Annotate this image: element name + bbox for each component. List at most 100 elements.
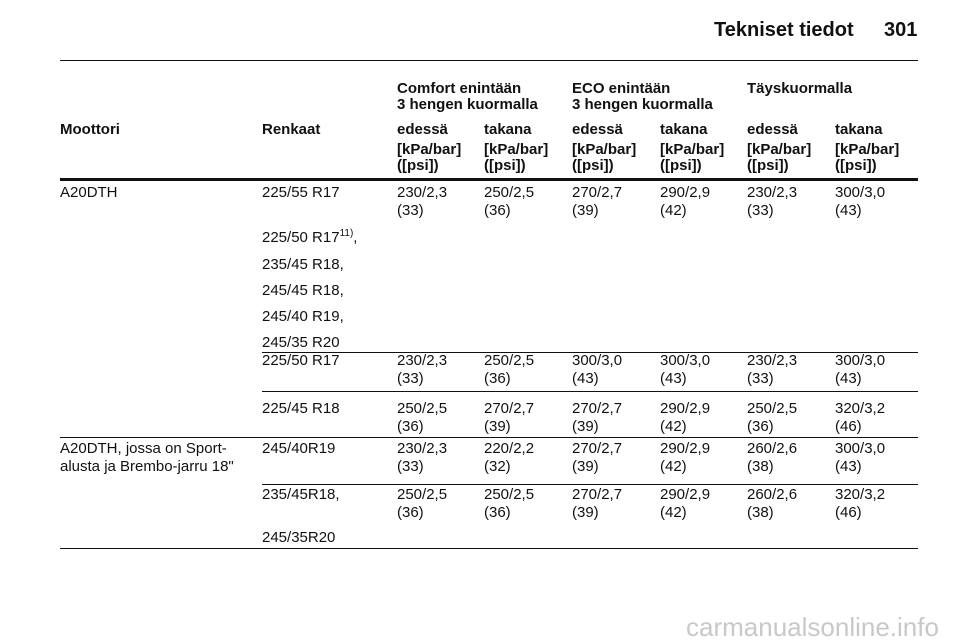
unit: [kPa/bar] xyxy=(660,141,725,158)
group-header: 3 hengen kuormalla xyxy=(397,96,538,113)
column-header: takana xyxy=(484,121,532,138)
pressure: (36) xyxy=(397,504,424,521)
pressure: 290/2,9 xyxy=(660,440,711,457)
tire-size: 235/45 R18, xyxy=(262,256,344,273)
pressure: 250/2,5 xyxy=(397,400,448,417)
unit: ([psi]) xyxy=(747,157,789,174)
unit: [kPa/bar] xyxy=(572,141,637,158)
tire-size: 235/45R18, xyxy=(262,486,340,503)
pressure: 300/3,0 xyxy=(660,352,711,369)
pressure: 230/2,3 xyxy=(747,184,798,201)
pressure: 250/2,5 xyxy=(747,400,798,417)
unit: [kPa/bar] xyxy=(835,141,900,158)
pressure: (39) xyxy=(572,418,599,435)
pressure: 230/2,3 xyxy=(397,184,448,201)
column-header: edessä xyxy=(397,121,448,138)
pressure: 220/2,2 xyxy=(484,440,535,457)
pressure: 270/2,7 xyxy=(484,400,535,417)
pressure: (33) xyxy=(747,202,774,219)
tire-size: 245/35 R20 xyxy=(262,334,340,351)
column-header: edessä xyxy=(572,121,623,138)
pressure: (42) xyxy=(660,202,687,219)
rule xyxy=(262,484,918,485)
group-header: Comfort enintään xyxy=(397,80,522,97)
tire-size: 225/55 R17 xyxy=(262,184,340,201)
column-header: edessä xyxy=(747,121,798,138)
pressure: (39) xyxy=(572,504,599,521)
engine: A20DTH xyxy=(60,184,118,201)
rule xyxy=(262,352,918,353)
tire-size: 245/45 R18, xyxy=(262,282,344,299)
pressure: 260/2,6 xyxy=(747,440,798,457)
pressure: 250/2,5 xyxy=(397,486,448,503)
pressure: 270/2,7 xyxy=(572,400,623,417)
pressure: 270/2,7 xyxy=(572,486,623,503)
pressure: 300/3,0 xyxy=(835,352,886,369)
pressure: (39) xyxy=(572,458,599,475)
pressure: (36) xyxy=(484,202,511,219)
pressure: (33) xyxy=(397,458,424,475)
pressure: 250/2,5 xyxy=(484,486,535,503)
unit: [kPa/bar] xyxy=(484,141,549,158)
unit: ([psi]) xyxy=(397,157,439,174)
pressure: 260/2,6 xyxy=(747,486,798,503)
tire-size: 245/40 R19, xyxy=(262,308,344,325)
pressure: 300/3,0 xyxy=(835,440,886,457)
tire-size: 225/50 R1711), xyxy=(262,229,357,247)
rule xyxy=(60,178,918,181)
pressure: 320/3,2 xyxy=(835,400,886,417)
pressure: (43) xyxy=(835,202,862,219)
pressure: (39) xyxy=(484,418,511,435)
tire-size: 245/40R19 xyxy=(262,440,336,457)
pressure: (36) xyxy=(484,370,511,387)
engine: alusta ja Brembo-jarru 18" xyxy=(60,458,234,475)
pressure: 230/2,3 xyxy=(747,352,798,369)
unit: [kPa/bar] xyxy=(397,141,462,158)
pressure: (38) xyxy=(747,504,774,521)
unit: ([psi]) xyxy=(572,157,614,174)
pressure: (43) xyxy=(572,370,599,387)
pressure: (42) xyxy=(660,504,687,521)
pressure: (43) xyxy=(835,458,862,475)
pressure: (46) xyxy=(835,504,862,521)
pressure: 290/2,9 xyxy=(660,400,711,417)
unit: [kPa/bar] xyxy=(747,141,812,158)
watermark: carmanualsonline.info xyxy=(686,612,939,642)
column-header: takana xyxy=(660,121,708,138)
pressure: 230/2,3 xyxy=(397,352,448,369)
pressure: (32) xyxy=(484,458,511,475)
pressure: 250/2,5 xyxy=(484,352,535,369)
rule xyxy=(60,60,918,61)
tire-suffix: , xyxy=(353,229,358,246)
column-header: takana xyxy=(835,121,883,138)
pressure: (36) xyxy=(747,418,774,435)
pressure: (38) xyxy=(747,458,774,475)
pressure: 290/2,9 xyxy=(660,486,711,503)
rule xyxy=(60,437,918,438)
page-title: Tekniset tiedot xyxy=(714,19,854,41)
engine: A20DTH, jossa on Sport- xyxy=(60,440,227,457)
unit: ([psi]) xyxy=(835,157,877,174)
pressure: 270/2,7 xyxy=(572,440,623,457)
pressure: (33) xyxy=(397,370,424,387)
pressure: (46) xyxy=(835,418,862,435)
group-header: 3 hengen kuormalla xyxy=(572,96,713,113)
pressure: (43) xyxy=(660,370,687,387)
pressure: (33) xyxy=(397,202,424,219)
pressure: 270/2,7 xyxy=(572,184,623,201)
pressure: (42) xyxy=(660,418,687,435)
tire-size: 245/35R20 xyxy=(262,529,336,546)
footnote-ref: 11) xyxy=(339,228,354,239)
rule xyxy=(60,548,918,549)
pressure: 300/3,0 xyxy=(835,184,886,201)
page-number: 301 xyxy=(884,19,918,41)
rule xyxy=(262,391,918,392)
tire-size: 225/50 R17 xyxy=(262,352,340,369)
group-header: Täyskuormalla xyxy=(747,80,853,97)
group-header: ECO enintään xyxy=(572,80,671,97)
unit: ([psi]) xyxy=(660,157,702,174)
pressure: (36) xyxy=(397,418,424,435)
pressure: 250/2,5 xyxy=(484,184,535,201)
pressure: (33) xyxy=(747,370,774,387)
column-header: Moottori xyxy=(60,121,120,138)
